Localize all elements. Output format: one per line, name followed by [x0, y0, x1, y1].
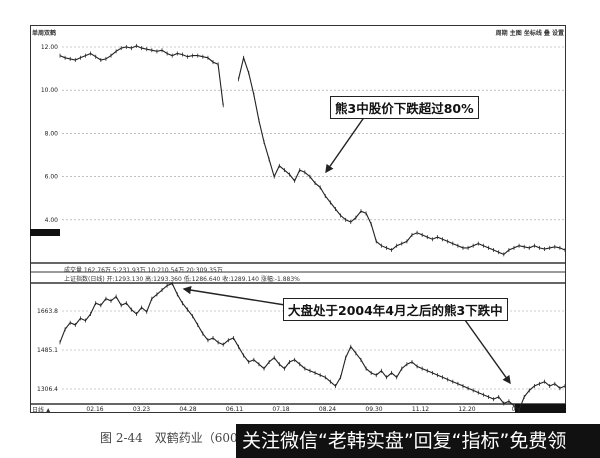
x-tick-label: 03.23	[133, 406, 150, 413]
y-tick-label: 1485.1	[37, 347, 58, 354]
y-tick-label: 1663.8	[37, 308, 58, 315]
x-tick-label: 11.12	[412, 406, 429, 413]
x-tick-label: 02.16	[86, 406, 103, 413]
price-line	[237, 55, 566, 256]
callout-index: 大盘处于2004年4月之后的熊3下跌中	[283, 298, 508, 321]
x-axis-label: 日线 ▲	[32, 407, 51, 414]
x-tick-label: 0	[512, 406, 516, 413]
arrow-index-2	[464, 319, 511, 385]
scroll-marker	[515, 404, 566, 413]
y-tick-label: 10.00	[41, 87, 58, 94]
watermark-banner: 关注微信“老韩实盘”回复“指标”免费领	[236, 424, 600, 458]
index-info: 上证指数(日线) 开:1293.130 高:1293.360 低:1286.64…	[64, 276, 300, 283]
left-marker	[30, 229, 60, 236]
index-line	[59, 282, 566, 411]
y-tick-label: 4.00	[45, 217, 59, 224]
stock-title: 单周双鹤	[32, 30, 57, 37]
x-tick-label: 04.28	[179, 406, 196, 413]
volume-info: 成交量 162.76万 5:231.93万 10:210.54万 20:309.…	[64, 267, 223, 274]
toolbar-right[interactable]: 周期 主图 坐标线 叠 设置	[495, 30, 564, 37]
x-tick-label: 09.30	[365, 406, 382, 413]
y-tick-label: 6.00	[45, 174, 59, 181]
x-tick-label: 07.18	[272, 406, 289, 413]
y-tick-label: 1306.4	[37, 386, 58, 393]
figure-caption: 图 2-44 双鹤药业（600062）	[100, 431, 273, 445]
x-tick-label: 08.24	[319, 406, 336, 413]
price-line	[59, 45, 224, 106]
chart-frame	[30, 25, 566, 413]
x-tick-label: 06.11	[226, 406, 243, 413]
arrow-stock	[325, 115, 366, 174]
y-tick-label: 8.00	[45, 130, 59, 137]
y-tick-label: 12.00	[41, 44, 58, 51]
x-tick-label: 12.20	[458, 406, 475, 413]
callout-stock: 熊3中股价下跌超过80%	[330, 96, 479, 119]
arrow-index	[182, 285, 286, 306]
